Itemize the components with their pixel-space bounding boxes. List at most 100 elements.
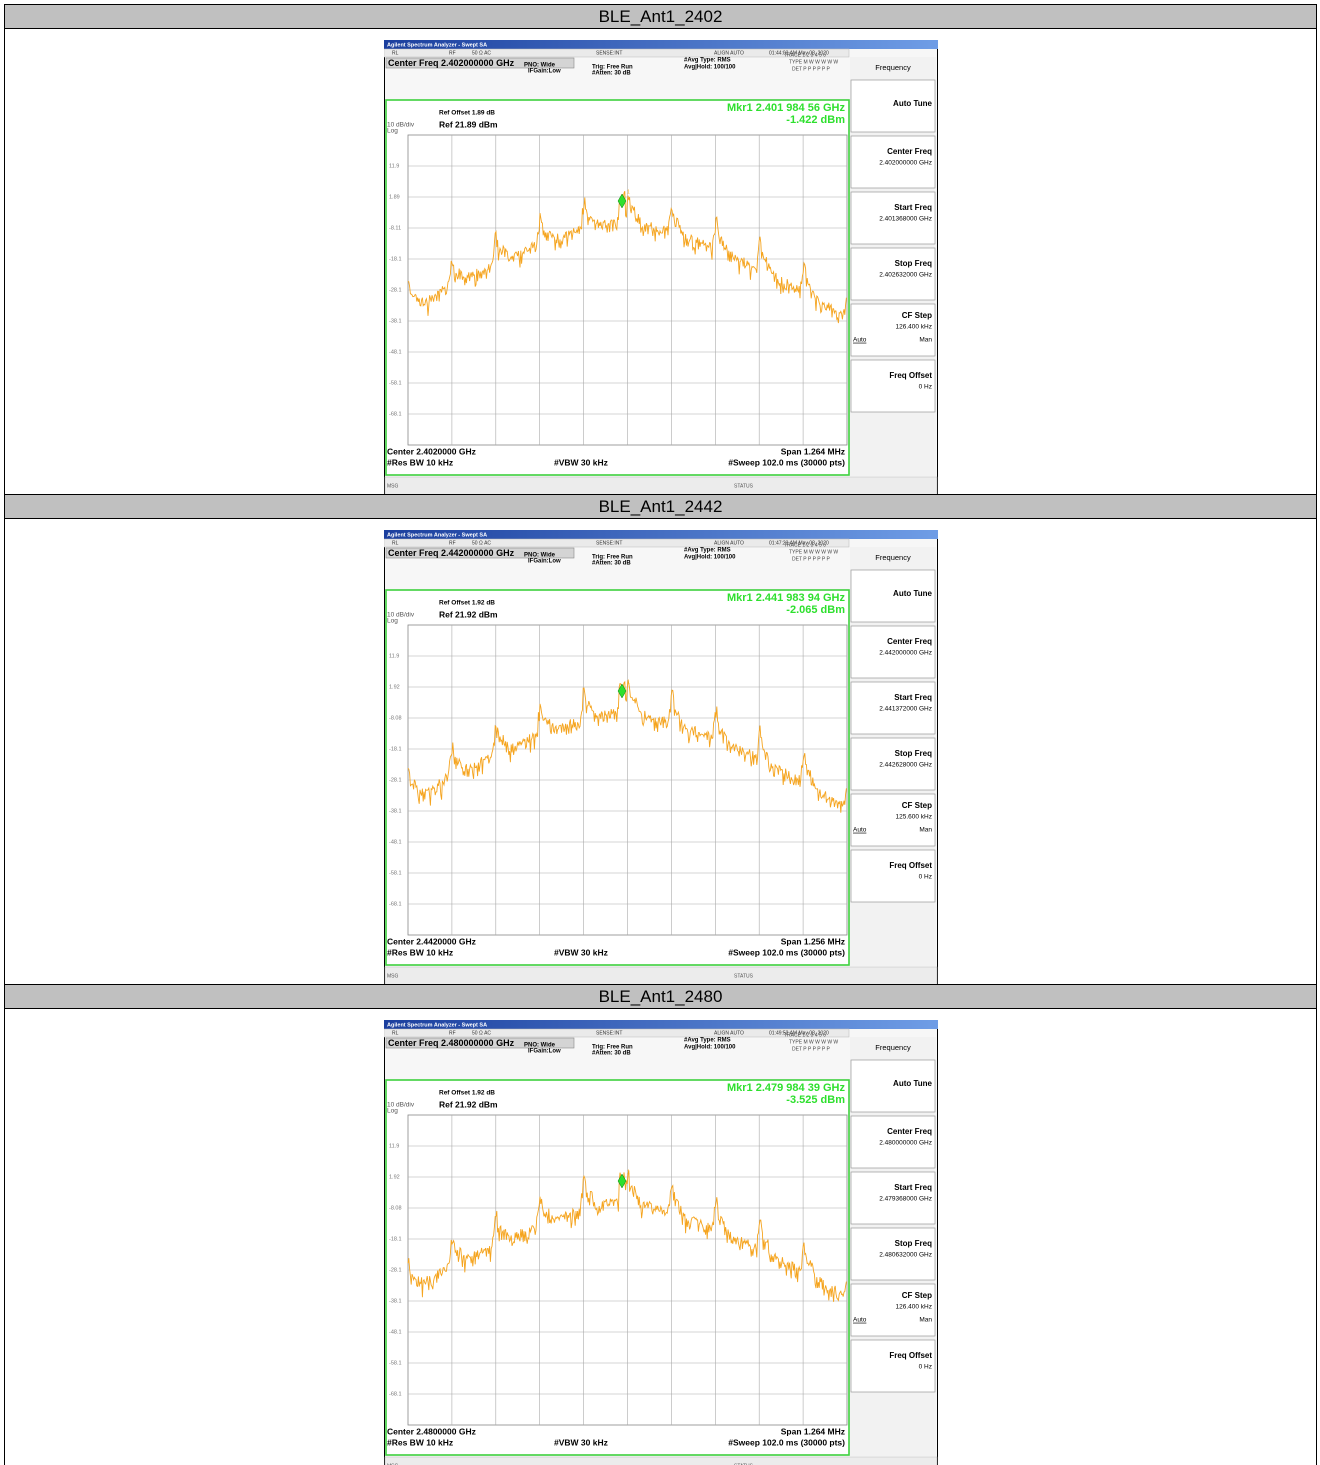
setting: IFGain:Low bbox=[528, 69, 561, 75]
softkey-label: Start Freq bbox=[894, 693, 932, 702]
footer-text: #Res BW 10 kHz bbox=[387, 947, 453, 957]
footer-text: #VBW 30 kHz bbox=[554, 457, 608, 467]
status-item: RL bbox=[392, 50, 399, 56]
softkey-value: 2.442628000 GHz bbox=[879, 762, 932, 769]
menu-title: Frequency bbox=[875, 63, 911, 72]
softkey-value: 2.402632000 GHz bbox=[879, 272, 932, 279]
setting: #Atten: 30 dB bbox=[592, 71, 631, 77]
setting: #Avg Type: RMS bbox=[684, 548, 731, 554]
softkey-label: Auto Tune bbox=[893, 1079, 933, 1088]
softkey-label: Stop Freq bbox=[895, 749, 932, 758]
y-label: -58.1 bbox=[389, 870, 402, 876]
message-bar bbox=[385, 1457, 937, 1465]
center-freq: Center Freq 2.442000000 GHz bbox=[388, 548, 515, 558]
scale-type: Log bbox=[387, 128, 398, 135]
status-item: RF bbox=[449, 540, 456, 546]
ref-level: Ref 21.92 dBm bbox=[439, 1099, 498, 1109]
y-label: -28.1 bbox=[389, 1267, 402, 1273]
softkey-value: 0 Hz bbox=[919, 384, 932, 391]
status-item: 50 Ω AC bbox=[472, 50, 491, 56]
screenshot-cell: Agilent Spectrum Analyzer - Swept SA RL RF… bbox=[5, 29, 1316, 494]
softkey-option: Man bbox=[919, 827, 932, 834]
footer-text: #Sweep 102.0 ms (30000 pts) bbox=[728, 457, 845, 467]
status-item: ALIGN AUTO bbox=[714, 50, 744, 56]
softkey-value: 0 Hz bbox=[919, 874, 932, 881]
softkey-label: CF Step bbox=[902, 801, 932, 810]
softkey-option: Auto bbox=[853, 1317, 867, 1324]
softkey-label: Start Freq bbox=[894, 203, 932, 212]
section-title: BLE_Ant1_2480 bbox=[5, 984, 1316, 1009]
y-label: -8.08 bbox=[389, 715, 402, 721]
bottom-label: STATUS bbox=[734, 973, 754, 979]
setting: #Avg Type: RMS bbox=[684, 58, 731, 64]
softkey-option: Man bbox=[919, 337, 932, 344]
window-title: Agilent Spectrum Analyzer - Swept SA bbox=[387, 532, 487, 538]
trace-info: TYPE M W W W W W bbox=[789, 59, 838, 65]
status-item: SENSE:INT bbox=[596, 50, 622, 56]
footer-text: #Res BW 10 kHz bbox=[387, 1437, 453, 1447]
status-item: RF bbox=[449, 1030, 456, 1036]
window-title: Agilent Spectrum Analyzer - Swept SA bbox=[387, 42, 487, 48]
y-label: -58.1 bbox=[389, 1360, 402, 1366]
bottom-label: MSG bbox=[387, 973, 399, 979]
y-label: -48.1 bbox=[389, 349, 402, 355]
footer-text: #VBW 30 kHz bbox=[554, 1437, 608, 1447]
marker-level: -2.065 dBm bbox=[786, 604, 845, 616]
status-item: RL bbox=[392, 1030, 399, 1036]
softkey-label: CF Step bbox=[902, 311, 932, 320]
softkey-label: Freq Offset bbox=[889, 861, 932, 870]
softkey-label: CF Step bbox=[902, 1291, 932, 1300]
softkey-value: 2.401368000 GHz bbox=[879, 216, 932, 223]
softkey-option: Auto bbox=[853, 337, 867, 344]
analyzer-screenshot: Agilent Spectrum Analyzer - Swept SARLRF… bbox=[384, 530, 938, 984]
softkey-option: Auto bbox=[853, 827, 867, 834]
status-item: 50 Ω AC bbox=[472, 1030, 491, 1036]
softkey-value: 2.479368000 GHz bbox=[879, 1196, 932, 1203]
footer-text: #Res BW 10 kHz bbox=[387, 457, 453, 467]
softkey-value: 125.600 kHz bbox=[896, 814, 933, 821]
footer-text: #VBW 30 kHz bbox=[554, 947, 608, 957]
y-label: -48.1 bbox=[389, 1329, 402, 1335]
softkey-value: 2.441372000 GHz bbox=[879, 706, 932, 713]
message-bar bbox=[385, 477, 937, 494]
softkey-value: 126.400 kHz bbox=[896, 324, 933, 331]
bottom-label: STATUS bbox=[734, 483, 754, 489]
marker-level: -3.525 dBm bbox=[786, 1094, 845, 1106]
footer-text: #Sweep 102.0 ms (30000 pts) bbox=[728, 947, 845, 957]
trace-info: TRACE 1 2 3 4 5 6 bbox=[784, 1032, 826, 1038]
trace-info: TRACE 1 2 3 4 5 6 bbox=[784, 542, 826, 548]
y-label: 1.92 bbox=[389, 684, 400, 690]
y-label: -68.1 bbox=[389, 901, 402, 907]
y-label: -8.08 bbox=[389, 1205, 402, 1211]
footer-text: Center 2.4420000 GHz bbox=[387, 936, 476, 946]
status-item: ALIGN AUTO bbox=[714, 540, 744, 546]
trace-info: TYPE M W W W W W bbox=[789, 549, 838, 555]
y-label: -68.1 bbox=[389, 411, 402, 417]
trace-info: DET P P P P P P bbox=[792, 556, 830, 562]
softkey-label: Center Freq bbox=[887, 1127, 932, 1136]
trace-info: DET P P P P P P bbox=[792, 66, 830, 72]
status-item: ALIGN AUTO bbox=[714, 1030, 744, 1036]
y-label: -38.1 bbox=[389, 318, 402, 324]
softkey-label: Start Freq bbox=[894, 1183, 932, 1192]
footer-text: Center 2.4020000 GHz bbox=[387, 446, 476, 456]
marker-readout: Mkr1 2.479 984 39 GHz bbox=[727, 1082, 846, 1094]
ref-offset: Ref Offset 1.89 dB bbox=[439, 110, 495, 117]
softkey-label: Stop Freq bbox=[895, 259, 932, 268]
y-label: 1.92 bbox=[389, 1174, 400, 1180]
marker-number: 1 bbox=[627, 189, 630, 195]
status-item: RF bbox=[449, 50, 456, 56]
setting: IFGain:Low bbox=[528, 559, 561, 565]
softkey-value: 126.400 kHz bbox=[896, 1304, 933, 1311]
graph-frame bbox=[386, 100, 849, 475]
trace-info: DET P P P P P P bbox=[792, 1046, 830, 1052]
screenshot-cell: Agilent Spectrum Analyzer - Swept SARLRF… bbox=[5, 1009, 1316, 1465]
marker-level: -1.422 dBm bbox=[786, 114, 845, 126]
y-label: -8.11 bbox=[389, 225, 401, 231]
ref-level: Ref 21.89 dBm bbox=[439, 119, 498, 129]
setting: #Atten: 30 dB bbox=[592, 561, 631, 567]
menu-title: Frequency bbox=[875, 1043, 911, 1052]
center-freq: Center Freq 2.402000000 GHz bbox=[388, 58, 515, 68]
